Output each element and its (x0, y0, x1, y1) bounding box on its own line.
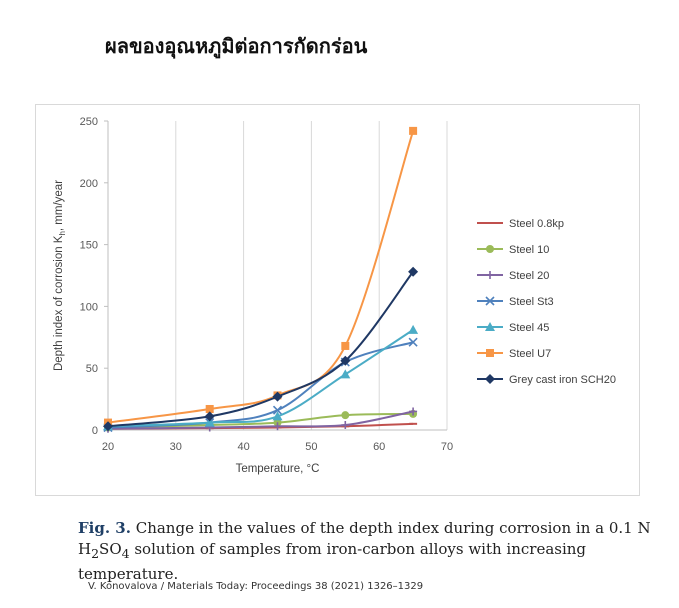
x-tick-label: 20 (102, 441, 114, 453)
data-point (409, 126, 418, 135)
figure-panel: 20 30 40 50 60 70 0 50 100 150 200 250 Temperature,… (35, 104, 640, 496)
series-line (107, 329, 414, 428)
data-point (272, 405, 283, 415)
legend-swatch-marker (485, 296, 495, 306)
legend-swatch-marker (485, 374, 495, 384)
data-point (103, 421, 113, 432)
legend-label: Steel 0.8kp (509, 218, 564, 230)
data-point (341, 421, 350, 430)
data-point (341, 411, 350, 420)
data-point (341, 341, 350, 350)
series-line (107, 271, 414, 428)
legend-label: Steel 10 (509, 244, 549, 256)
data-point (409, 407, 418, 416)
legend-swatch-marker (486, 271, 494, 279)
y-axis-title-subscript: h (58, 231, 67, 235)
y-tick-label: 50 (86, 363, 98, 375)
legend-label: Steel St3 (509, 296, 554, 308)
data-point (273, 422, 282, 431)
data-point (408, 266, 419, 277)
legend-swatch-marker (486, 349, 494, 357)
x-tick-label: 60 (373, 441, 385, 453)
y-axis-title: Depth index of corrosion Kh, mm/year (53, 180, 67, 371)
data-point (408, 324, 419, 334)
tick-labels: 20 30 40 50 60 70 0 50 100 150 200 250 (80, 116, 453, 453)
data-point (272, 411, 283, 421)
data-point (340, 369, 351, 379)
caption-text-3: solution of samples from iron-carbon all… (78, 540, 587, 583)
x-tick-label: 70 (441, 441, 453, 453)
citation: V. Konovalova / Materials Today: Proceed… (88, 581, 424, 592)
x-tick-label: 30 (170, 441, 182, 453)
figure-caption: Fig. 3. Change in the values of the dept… (78, 518, 668, 585)
caption-label: Fig. 3. (78, 519, 131, 537)
y-tick-label: 200 (80, 178, 98, 190)
x-axis-title: Temperature, °C (236, 463, 320, 475)
legend-item: Grey cast iron SCH20 (477, 374, 616, 386)
y-tick-label: 0 (92, 425, 98, 437)
y-tick-label: 100 (80, 301, 98, 313)
caption-text-1: Change in the values of the depth index … (78, 519, 651, 558)
legend-label: Steel 45 (509, 322, 549, 334)
y-axis-title-main: Depth index of corrosion K (53, 235, 65, 371)
axes (104, 120, 447, 431)
legend-swatch-marker (485, 322, 495, 331)
series-7 (103, 266, 419, 432)
data-point (272, 391, 283, 402)
legend-label: Steel 20 (509, 270, 549, 282)
caption-subscript-2: 4 (121, 546, 130, 561)
grid-lines (107, 121, 448, 430)
data-point (408, 337, 418, 347)
legend-swatch-marker (486, 245, 494, 253)
series-5 (103, 324, 419, 431)
legend-label: Grey cast iron SCH20 (509, 374, 616, 386)
x-tick-label: 40 (237, 441, 249, 453)
legend-item: Steel 45 (477, 322, 549, 334)
legend-item: Steel 10 (477, 244, 549, 256)
y-tick-label: 250 (80, 116, 98, 128)
data-point (204, 411, 215, 422)
legend-item: Steel U7 (477, 348, 551, 360)
caption-text-2: SO (99, 540, 122, 558)
legend-item: Steel St3 (477, 296, 554, 308)
legend-item: Steel 0.8kp (477, 218, 564, 230)
x-tick-label: 50 (305, 441, 317, 453)
series-layer (103, 126, 419, 433)
caption-subscript-1: 2 (91, 546, 100, 561)
data-point (340, 355, 351, 366)
legend-item: Steel 20 (477, 270, 549, 282)
series-6 (104, 126, 418, 427)
series-line (107, 130, 415, 424)
data-point (204, 417, 215, 427)
line-chart: 20 30 40 50 60 70 0 50 100 150 200 250 Temperature,… (53, 116, 616, 475)
legend: Steel 0.8kp Steel 10 Steel 20 Steel St3 Stee… (477, 218, 616, 386)
slide-title: ผลของอุณหภูมิต่อการกัดกร่อน (105, 34, 368, 58)
y-axis-title-units: , mm/year (53, 180, 65, 231)
data-point (205, 404, 214, 413)
legend-label: Steel U7 (509, 348, 551, 360)
y-tick-label: 150 (80, 240, 98, 252)
